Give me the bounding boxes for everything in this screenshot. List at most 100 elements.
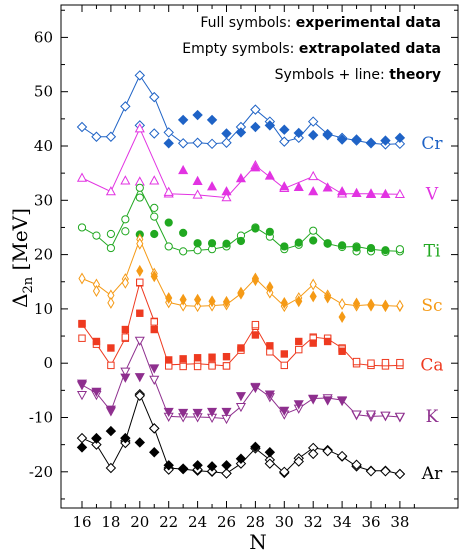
experimental-point (179, 355, 187, 363)
y-tick-label: 40 (34, 137, 53, 155)
experimental-point (323, 337, 332, 346)
series-label: Sc (421, 296, 442, 316)
experimental-point (163, 407, 174, 418)
extrapolated-point (394, 412, 405, 422)
extrapolated-point (365, 410, 377, 420)
experimental-point (266, 342, 274, 350)
theory-point (266, 348, 274, 356)
legend-line-2: Empty symbols: extrapolated data (182, 41, 441, 57)
experimental-point (221, 407, 232, 418)
experimental-point (307, 129, 319, 141)
experimental-point (149, 364, 160, 374)
extrapolated-point (279, 466, 290, 478)
experimental-point (351, 187, 362, 197)
experimental-point (120, 373, 131, 383)
x-tick-label: 38 (390, 513, 409, 531)
extrapolated-point (367, 359, 375, 367)
experimental-point (221, 128, 232, 139)
x-tick-label: 30 (275, 513, 294, 531)
experimental-point (337, 396, 348, 407)
theory-point (149, 375, 160, 386)
experimental-point (338, 311, 346, 324)
extrapolated-point (121, 333, 130, 341)
extrapolated-point (352, 357, 361, 366)
theory-point (194, 300, 202, 313)
theory-point (309, 226, 318, 235)
extrapolated-point (149, 175, 160, 185)
x-tick-label: 24 (188, 513, 207, 531)
experimental-point (365, 188, 377, 199)
experimental-point (107, 344, 115, 352)
experimental-point (78, 319, 86, 328)
experimental-point (236, 236, 246, 246)
theory-point (192, 137, 203, 148)
experimental-point (381, 300, 390, 313)
experimental-point (367, 298, 375, 311)
series-ti: Ti (77, 183, 441, 261)
experimental-point (136, 309, 144, 317)
series-k: K (76, 336, 439, 427)
experimental-point (192, 109, 203, 121)
extrapolated-point (163, 186, 174, 196)
plot-frame (60, 4, 459, 509)
extrapolated-point (380, 466, 391, 477)
experimental-point (207, 181, 218, 191)
extrapolated-point (264, 458, 276, 469)
experimental-point (250, 441, 261, 453)
theory-point (280, 361, 289, 370)
legend-line-3: Symbols + line: theory (275, 67, 441, 83)
extrapolated-point (121, 276, 129, 289)
experimental-point (251, 331, 260, 339)
experimental-point (206, 461, 218, 472)
experimental-point (280, 242, 289, 251)
experimental-point (352, 243, 361, 252)
theory-point (309, 278, 317, 291)
theory-point (134, 70, 146, 81)
series-layer: Cr V Ti Sc Ca K Ar (76, 70, 444, 484)
theory-point (77, 223, 87, 232)
theory-point (250, 104, 261, 115)
experimental-point (293, 181, 304, 191)
y-tick-label: 0 (43, 354, 53, 372)
extrapolated-point (222, 362, 231, 370)
y-tick-label: 60 (34, 28, 53, 46)
extrapolated-point (149, 128, 160, 139)
theory-point (295, 345, 303, 354)
experimental-point (251, 224, 260, 233)
x-tick-label: 26 (217, 513, 236, 531)
series-ca: Ca (78, 278, 444, 375)
theory-point (221, 192, 232, 202)
x-tick-label: 34 (333, 513, 352, 531)
y-tick-label: 50 (34, 83, 53, 101)
experimental-point (237, 344, 245, 352)
experimental-point (324, 291, 332, 304)
experimental-point (207, 239, 217, 248)
experimental-point (337, 186, 348, 196)
experimental-point (279, 124, 290, 135)
experimental-point (165, 292, 173, 305)
experimental-point (279, 406, 290, 416)
experimental-point (192, 408, 203, 419)
experimental-point (192, 460, 203, 471)
extrapolated-point (179, 362, 187, 371)
experimental-point (322, 396, 333, 406)
experimental-point (308, 186, 319, 196)
series-sc: Sc (78, 233, 443, 324)
experimental-point (134, 437, 146, 448)
theory-point (150, 212, 159, 221)
experimental-point (265, 227, 274, 236)
extrapolated-point (336, 450, 348, 462)
axis-tick-labels: 16 18 20 22 24 26 28 30 32 34 36 38 -20 -10 0 10 20 30 40 5… (29, 28, 410, 531)
experimental-point (91, 387, 102, 397)
experimental-point (179, 228, 188, 237)
experimental-point (105, 425, 117, 437)
experimental-point (177, 114, 189, 126)
experimental-point (280, 350, 289, 358)
y-tick-label: -20 (29, 463, 53, 481)
experimental-point (250, 162, 261, 172)
experimental-point (92, 337, 101, 346)
theory-point (105, 462, 117, 474)
experimental-point (279, 181, 290, 191)
extrapolated-point (150, 203, 159, 213)
